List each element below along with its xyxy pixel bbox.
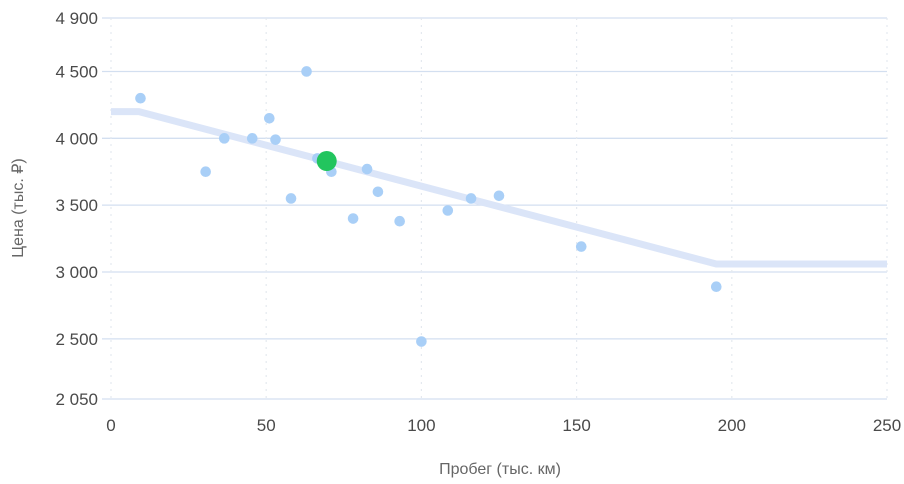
trend-line	[111, 108, 887, 268]
data-point	[301, 66, 312, 77]
x-tick-label: 150	[562, 416, 590, 435]
data-point	[361, 163, 373, 175]
x-tick-label: 250	[873, 416, 901, 435]
data-point	[347, 213, 359, 224]
data-point	[218, 133, 230, 144]
y-tick-label: 3 000	[55, 263, 98, 282]
data-point	[246, 133, 258, 144]
data-point	[575, 241, 587, 252]
data-point	[493, 190, 505, 202]
y-tick-label: 3 500	[55, 196, 98, 215]
data-point	[442, 205, 454, 216]
y-tick-label: 2 050	[55, 390, 98, 409]
trend-line-group	[111, 108, 887, 268]
data-point	[416, 336, 427, 347]
y-tick-label: 4 900	[55, 9, 98, 28]
data-point	[394, 215, 405, 227]
x-tick-label: 0	[106, 416, 115, 435]
y-tick-label: 2 500	[55, 330, 98, 349]
y-axis-title: Цена (тыс. ₽)	[10, 158, 27, 257]
data-point	[285, 193, 297, 204]
x-axis-title: Пробег (тыс. км)	[439, 461, 561, 478]
x-tick-label: 200	[718, 416, 746, 435]
data-point	[200, 166, 211, 178]
x-tick-label: 100	[407, 416, 435, 435]
data-point	[270, 134, 281, 145]
data-points	[135, 66, 722, 347]
data-point	[135, 92, 146, 104]
y-tick-label: 4 500	[55, 62, 98, 81]
x-tick-label: 50	[257, 416, 276, 435]
y-axis-ticks: 2 050 2 500 3 000 3 500 4 000 4 500 4 900	[55, 9, 98, 409]
x-axis-ticks: 0 50 100 150 200 250	[106, 416, 901, 435]
y-tick-label: 4 000	[55, 129, 98, 148]
data-point	[465, 193, 477, 204]
data-point	[710, 281, 722, 293]
data-point	[372, 186, 384, 198]
highlighted-point	[316, 151, 337, 172]
grid	[102, 17, 888, 400]
data-point	[264, 112, 275, 124]
